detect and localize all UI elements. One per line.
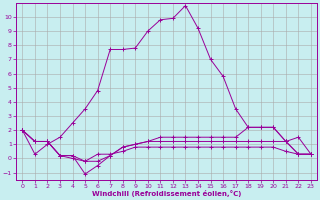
X-axis label: Windchill (Refroidissement éolien,°C): Windchill (Refroidissement éolien,°C): [92, 190, 241, 197]
